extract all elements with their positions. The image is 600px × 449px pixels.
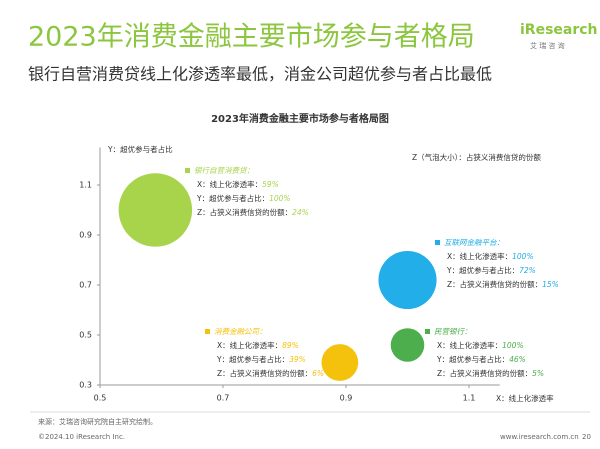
page-number: 20 [582,433,591,441]
y-tick-label: 0.3 [79,381,92,390]
annotation: Y：超优参与者占比：100% [196,193,291,203]
annotation-label: Z：占狭义消费信贷的份额： [197,207,292,217]
source: 来源：艾瑞咨询研究院自主研究绘制。 [38,417,157,426]
slide-subtitle: 银行自营消费贷线上化渗透率最低，消金公司超优参与者占比最低 [28,65,492,84]
legend-label: 银行自营消费贷： [194,166,254,175]
annotation-value: 100% [502,341,523,350]
logo: iResearch [520,22,598,38]
annotation: Z：占狭义消费信贷的份额：6% [217,368,324,378]
annotation: Y：超优参与者占比：39% [216,354,306,364]
annotation: X：线上化渗透率：89% [217,340,299,350]
annotation: X：线上化渗透率：59% [197,179,279,189]
y-tick-label: 1.1 [79,181,92,190]
x-tick-label: 1.1 [463,394,476,403]
annotation-value: 59% [262,180,279,189]
y-tick-label: 0.9 [79,231,92,240]
annotation: X：线上化渗透率：100% [447,251,534,261]
y-tick-label: 0.5 [79,331,92,340]
bubble [390,328,425,362]
x-tick-label: 0.5 [94,394,107,403]
annotation-label: X：线上化渗透率： [437,340,502,350]
annotation: Y：超优参与者占比：46% [436,354,526,364]
y-axis-label: Y：超优参与者占比 [107,144,173,154]
annotation: Z：占狭义消费信贷的份额：24% [197,207,309,217]
y-tick-label: 0.7 [79,281,92,290]
annotation-value: 72% [519,266,536,275]
x-tick-label: 0.7 [217,394,230,403]
annotation-label: Y：超优参与者占比： [216,354,289,364]
annotation-value: 6% [312,369,324,378]
annotation-value: 15% [542,280,559,289]
annotation-label: Y：超优参与者占比： [446,265,519,275]
legend-swatch [435,240,440,245]
annotation-label: Y：超优参与者占比： [196,193,269,203]
annotation-value: 100% [512,252,533,261]
chart-title: 2023年消费金融主要市场参与者格局图 [211,112,389,125]
bubble [321,344,359,381]
annotation: Z：占狭义消费信贷的份额：15% [447,279,559,289]
annotation: Z：占狭义消费信贷的份额：5% [437,368,544,378]
legend-label: 民营银行： [434,327,472,336]
x-tick-label: 0.9 [340,394,353,403]
annotation-label: X：线上化渗透率： [447,251,512,261]
legend-swatch [185,168,190,173]
annotation-label: Z：占狭义消费信贷的份额： [437,368,532,378]
annotation-label: X：线上化渗透率： [217,340,282,350]
legend-swatch [425,329,430,334]
legend-swatch [205,329,210,334]
bubble [378,250,437,310]
annotation-value: 5% [532,369,544,378]
x-axis-label: X：线上化渗透率 [496,393,554,403]
annotation-label: Y：超优参与者占比： [436,354,509,364]
annotation-value: 100% [269,194,290,203]
annotation-value: 24% [292,208,309,217]
annotation-label: Z：占狭义消费信贷的份额： [217,368,312,378]
bubble [118,173,193,247]
annotation-label: Z：占狭义消费信贷的份额： [447,279,542,289]
legend-label: 互联网金融平台： [444,238,504,247]
annotation-value: 89% [282,341,299,350]
annotation-label: X：线上化渗透率： [197,179,262,189]
size-note: Z（气泡大小）：占狭义消费信贷的份额 [412,152,541,162]
slide-title: 2023年消费金融主要市场参与者格局 [28,22,475,53]
copyright: ©2024.10 iResearch Inc. [38,433,125,441]
logo-sub: 艾 瑞 咨 询 [530,41,565,50]
annotation: Y：超优参与者占比：72% [446,265,536,275]
legend-label: 消费金融公司： [214,327,267,336]
annotation: X：线上化渗透率：100% [437,340,524,350]
annotation-value: 39% [289,355,306,364]
annotation-value: 46% [509,355,526,364]
website: www.iresearch.com.cn [500,433,579,441]
